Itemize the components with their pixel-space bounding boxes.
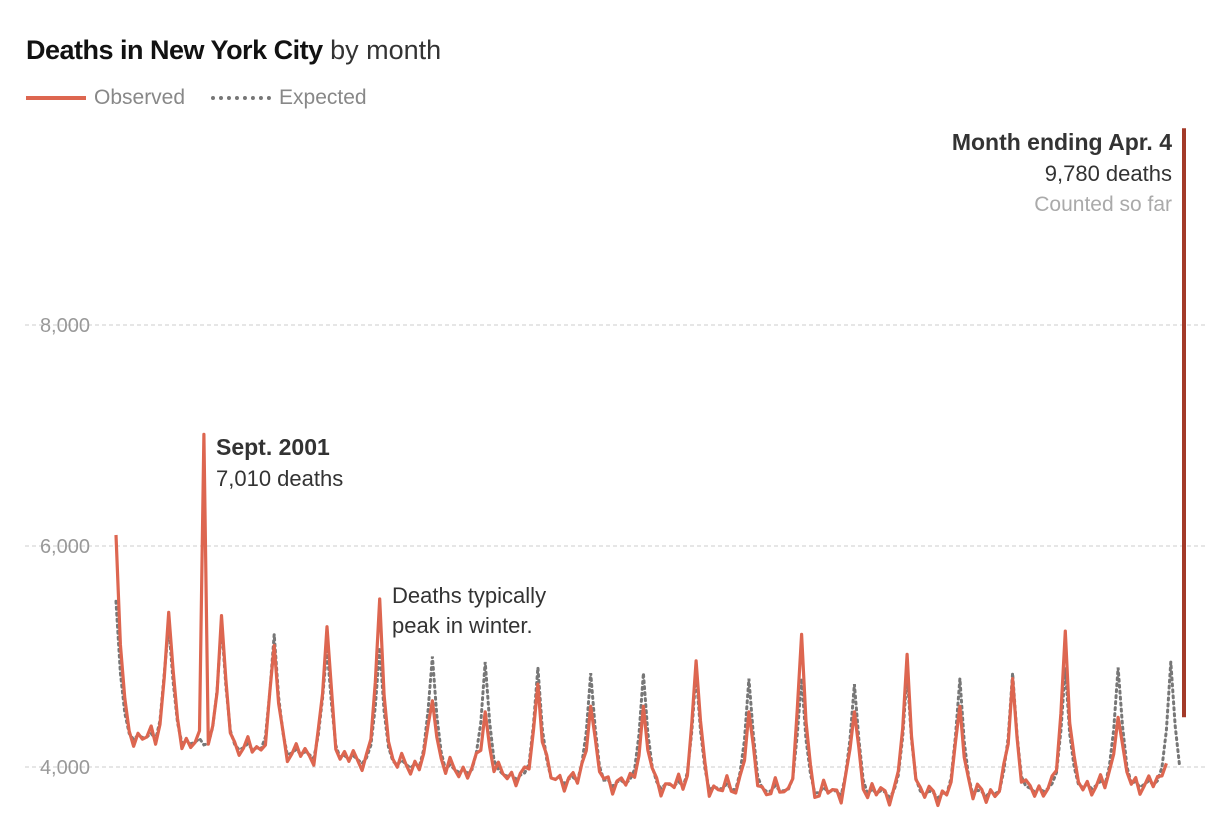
latest-month-title: Month ending Apr. 4 [952, 129, 1172, 155]
y-tick-label-8000: 8,000 [40, 315, 90, 337]
legend-label-expected: Expected [279, 86, 367, 109]
observed-swatch [26, 96, 86, 100]
chart-title-strong: Deaths in New York City [26, 35, 323, 65]
annotations: Sept. 2001 7,010 deaths Deaths typically… [216, 129, 1172, 638]
chart-title: Deaths in New York City by month [26, 30, 441, 70]
legend-item-observed: Observed [26, 86, 185, 110]
latest-month-note: Counted so far [1034, 193, 1172, 216]
sept-2001-value: 7,010 deaths [216, 466, 343, 491]
y-tick-label-4000: 4,000 [40, 757, 90, 779]
legend-label-observed: Observed [94, 86, 186, 109]
legend-item-expected: Expected [211, 86, 367, 110]
latest-month-value: 9,780 deaths [1045, 161, 1172, 186]
legend: Observed Expected [26, 84, 393, 112]
grid: 4,000 6,000 8,000 [25, 315, 1208, 779]
sept-2001-title: Sept. 2001 [216, 434, 330, 460]
winter-note-line2: peak in winter. [392, 613, 533, 638]
winter-note-line1: Deaths typically [392, 583, 546, 608]
chart-title-light: by month [330, 35, 442, 65]
expected-swatch [211, 96, 272, 100]
observed-layer [114, 128, 1186, 808]
series-line-observed [114, 432, 1168, 808]
y-tick-label-6000: 6,000 [40, 536, 90, 558]
